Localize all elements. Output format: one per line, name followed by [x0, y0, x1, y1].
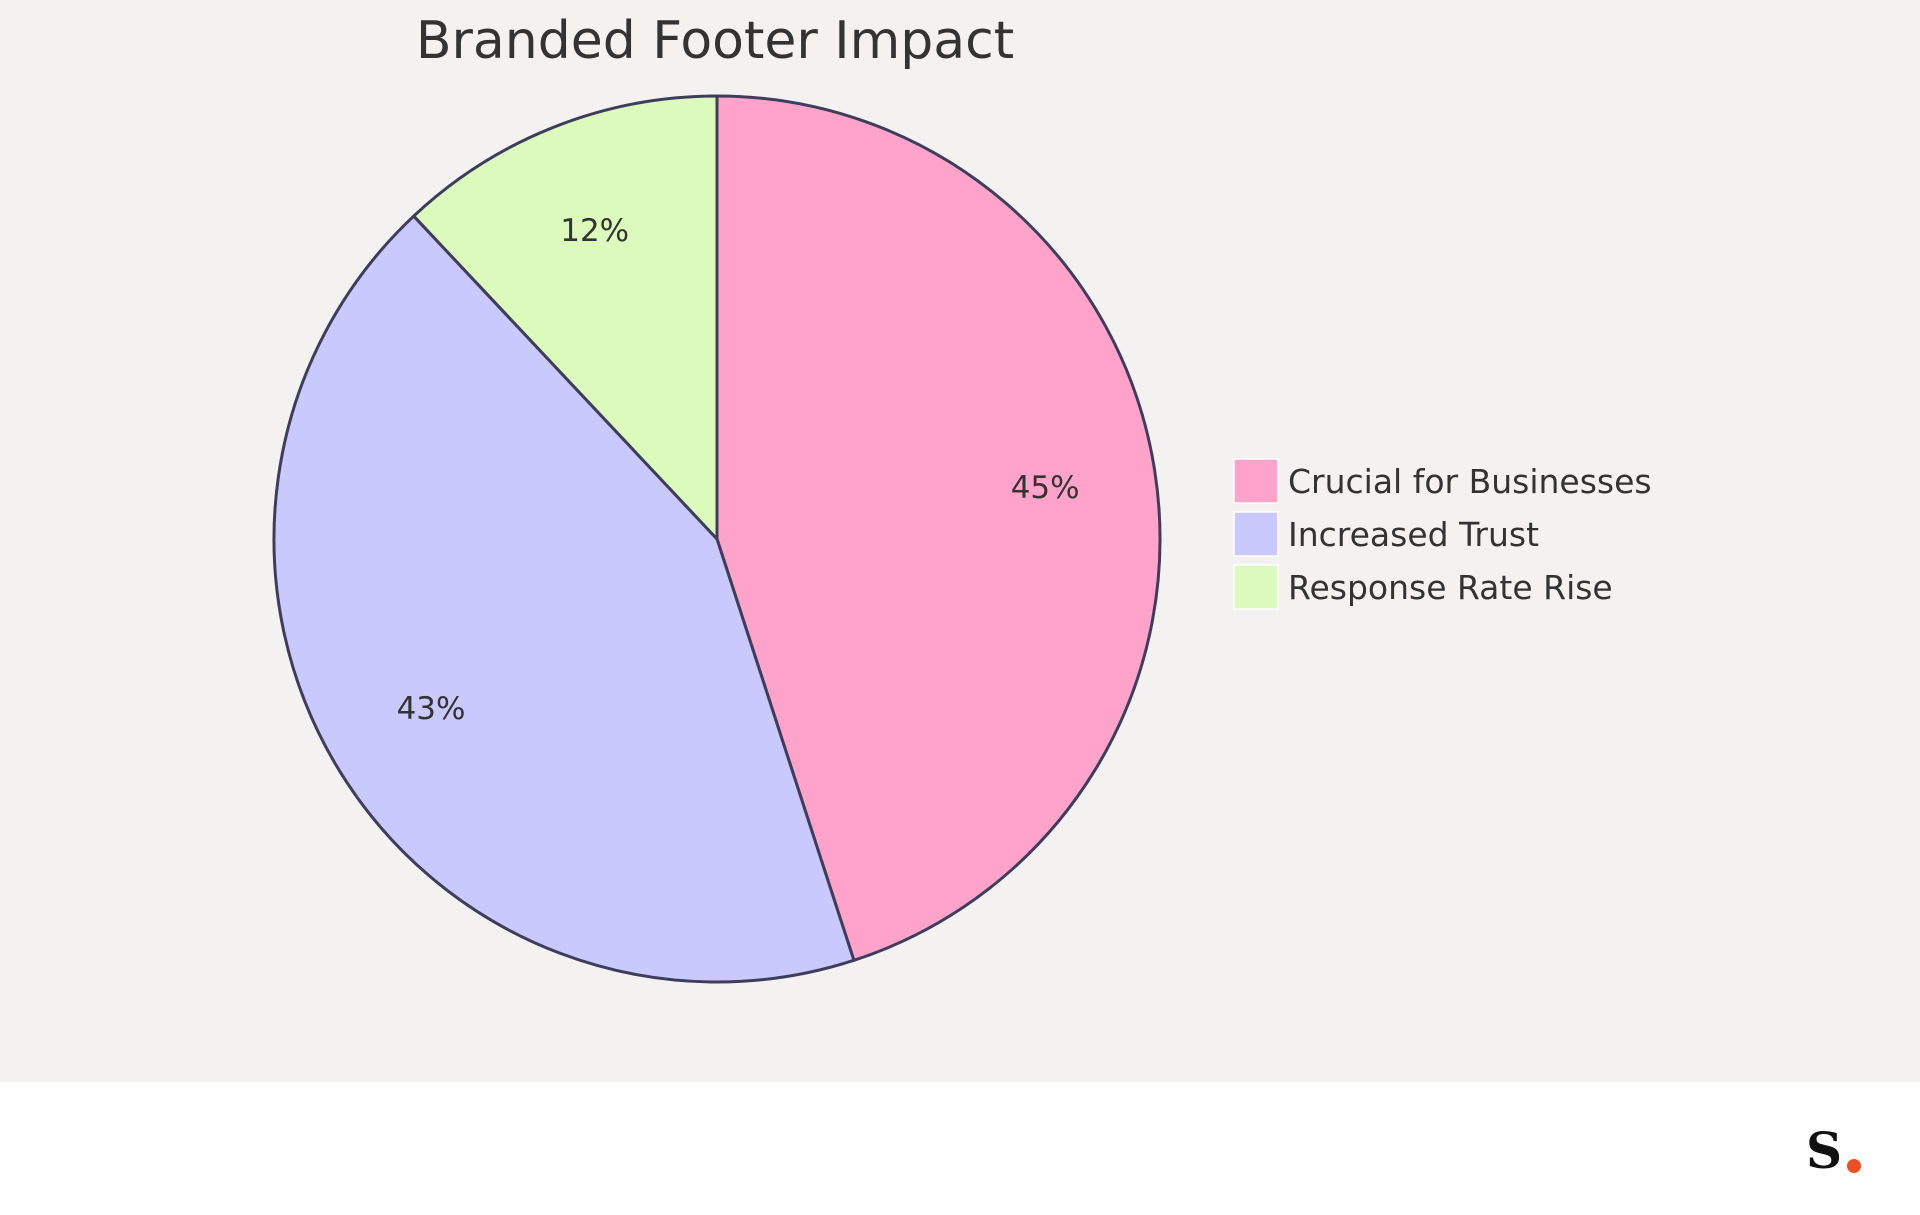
pie-value-label: 43%	[397, 691, 466, 727]
chart-panel: Branded Footer Impact 45% 43% 12% Crucial …	[0, 0, 1920, 1082]
pie-value-label: 12%	[560, 213, 629, 249]
legend-swatch	[1233, 564, 1279, 610]
legend-label: Response Rate Rise	[1288, 568, 1613, 607]
legend-label: Crucial for Businesses	[1288, 462, 1652, 501]
pie-slice-crucial-for-businesses	[715, 94, 1162, 962]
pie-chart: Branded Footer Impact 45% 43% 12% Crucial …	[272, 11, 1652, 984]
legend: Crucial for Businesses Increased Trust Res…	[1233, 458, 1652, 610]
legend-swatch	[1233, 511, 1279, 557]
logo-letter: S	[1806, 1126, 1842, 1176]
pie-value-label: 45%	[1011, 470, 1080, 506]
pie-slices	[272, 94, 1162, 984]
legend-swatch	[1233, 458, 1279, 504]
logo-dot	[1847, 1159, 1861, 1173]
pie-value-labels: 45% 43% 12%	[397, 213, 1080, 727]
brand-logo: S	[1806, 1126, 1861, 1176]
pie-slice-increased-trust	[272, 214, 856, 984]
legend-label: Increased Trust	[1288, 515, 1539, 554]
pie-slice-response-rate-rise	[412, 94, 719, 541]
chart-title: Branded Footer Impact	[416, 11, 1014, 71]
footer	[0, 1082, 1920, 1215]
